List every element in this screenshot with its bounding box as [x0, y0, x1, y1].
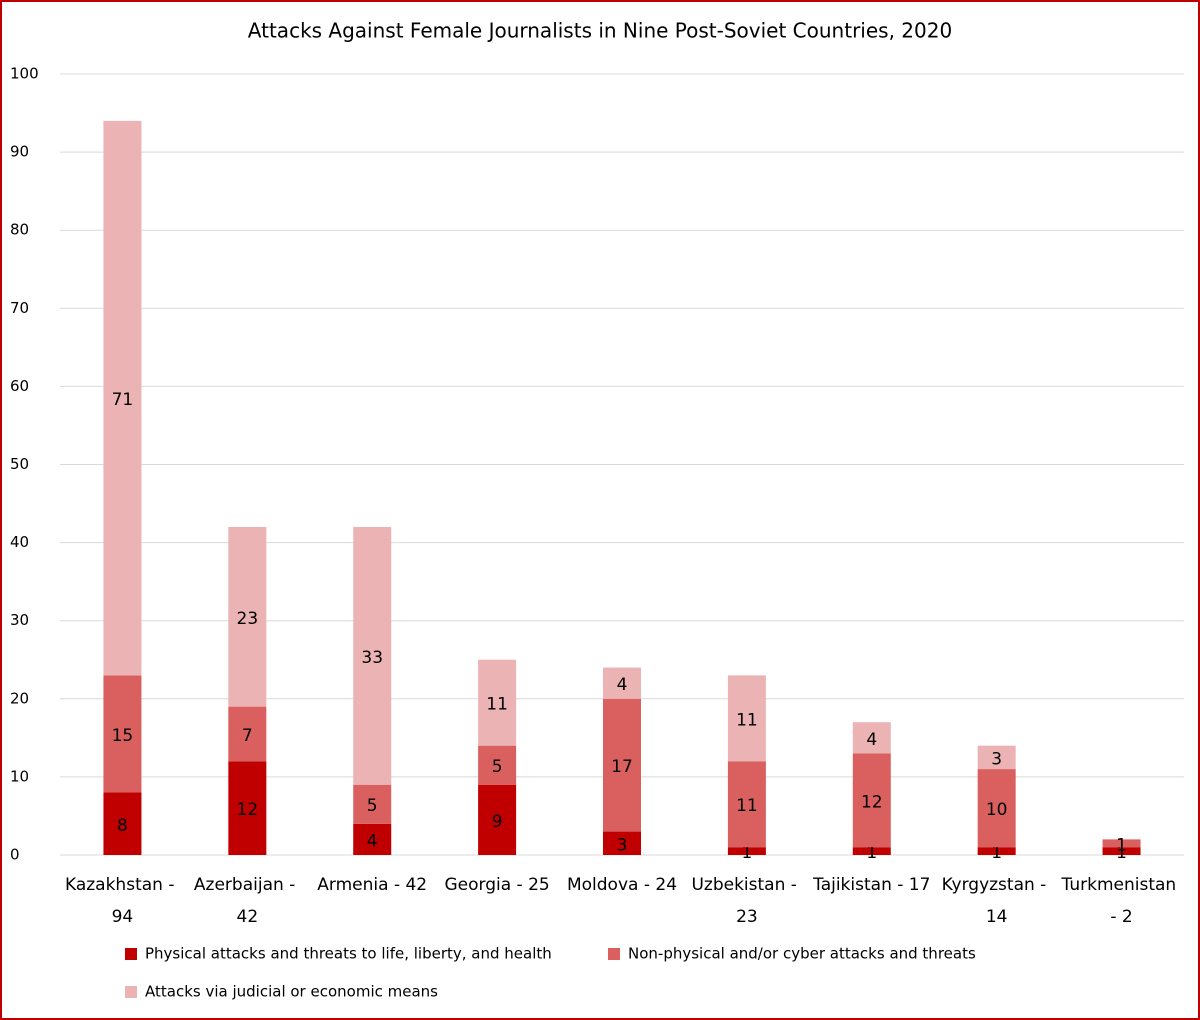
- y-tick-label: 100: [10, 65, 39, 83]
- bar-segment: [228, 526, 267, 707]
- y-tick-label: 80: [10, 221, 29, 239]
- bar-segment: [727, 675, 766, 762]
- bar-segment: [103, 120, 142, 676]
- bar-segment: [727, 761, 766, 848]
- bar-segment: [603, 698, 641, 832]
- y-tick-label: 20: [10, 689, 29, 707]
- legend-label: Attacks via judicial or economic means: [145, 983, 438, 1001]
- x-tick-label: Moldova - 24: [567, 875, 677, 895]
- x-tick-label: Georgia - 25: [444, 875, 549, 895]
- y-tick-label: 90: [10, 143, 29, 161]
- x-tick-label: Azerbaijan - 42: [194, 875, 301, 927]
- data-label: 23: [237, 609, 259, 629]
- bar-segment: [852, 847, 891, 855]
- data-label: 12: [237, 800, 259, 820]
- y-tick-label: 10: [10, 767, 29, 785]
- data-label: 11: [486, 695, 508, 715]
- bar-segment: [478, 784, 517, 855]
- legend-swatch: [125, 986, 137, 998]
- data-label: 4: [866, 730, 877, 750]
- data-label: 9: [492, 812, 503, 832]
- bar-segment: [353, 823, 392, 855]
- bar-segment: [852, 753, 891, 848]
- bar-segment: [977, 769, 1016, 848]
- data-label: 1: [1116, 843, 1127, 863]
- y-tick-label: 50: [10, 455, 29, 473]
- y-tick-label: 40: [10, 533, 29, 551]
- data-label: 12: [861, 792, 883, 812]
- bar-segment: [977, 745, 1016, 770]
- data-label: 17: [611, 757, 633, 777]
- data-label: 8: [117, 816, 128, 836]
- bar-segment: [852, 722, 891, 754]
- bar-segment: [603, 667, 641, 699]
- y-tick-label: 70: [10, 299, 29, 317]
- data-label: 1: [866, 843, 877, 863]
- y-tick-label: 0: [10, 846, 20, 864]
- bar-segment: [103, 675, 142, 793]
- bar-segment: [478, 659, 517, 746]
- data-label: 3: [617, 835, 628, 855]
- x-tick-label: Armenia - 42: [317, 875, 427, 895]
- data-label: 5: [367, 796, 378, 816]
- bar-segment: [353, 526, 392, 785]
- bar-segment: [103, 792, 142, 855]
- bar-segment: [1102, 839, 1141, 848]
- bar-segment: [228, 706, 267, 762]
- legend-swatch: [608, 948, 620, 960]
- data-label: 15: [112, 726, 134, 746]
- data-label: 11: [736, 710, 758, 730]
- data-label: 7: [242, 726, 253, 746]
- data-label: 1: [741, 843, 752, 863]
- data-label: 4: [617, 675, 628, 695]
- legend-label: Non-physical and/or cyber attacks and th…: [628, 945, 976, 963]
- x-tick-label: Kazakhstan - 94: [65, 875, 180, 927]
- x-tick-label: Turkmenistan - 2: [1061, 875, 1182, 927]
- bar-segment: [977, 847, 1016, 855]
- bar-segment: [228, 761, 267, 855]
- legend-label: Physical attacks and threats to life, li…: [145, 945, 552, 963]
- x-tick-label: Tajikistan - 17: [812, 875, 930, 895]
- data-label: 5: [492, 757, 503, 777]
- data-label: 11: [736, 796, 758, 816]
- data-label: 3: [991, 749, 1002, 769]
- data-label: 33: [361, 648, 383, 668]
- x-tick-label: Kyrgyzstan - 14: [942, 875, 1052, 927]
- data-label: 10: [986, 800, 1008, 820]
- bar-segment: [353, 784, 392, 824]
- y-tick-label: 30: [10, 611, 29, 629]
- data-label: 4: [367, 831, 378, 851]
- bar-segment: [727, 847, 766, 855]
- bar-segment: [1102, 847, 1141, 855]
- data-label: 1: [991, 843, 1002, 863]
- chart-title: Attacks Against Female Journalists in Ni…: [248, 19, 952, 43]
- data-label: 71: [112, 390, 134, 410]
- bar-segment: [603, 831, 641, 855]
- data-label: 1: [1116, 835, 1127, 855]
- y-tick-label: 60: [10, 377, 29, 395]
- x-tick-label: Uzbekistan - 23: [691, 875, 802, 927]
- legend-swatch: [125, 948, 137, 960]
- bar-segment: [478, 745, 517, 785]
